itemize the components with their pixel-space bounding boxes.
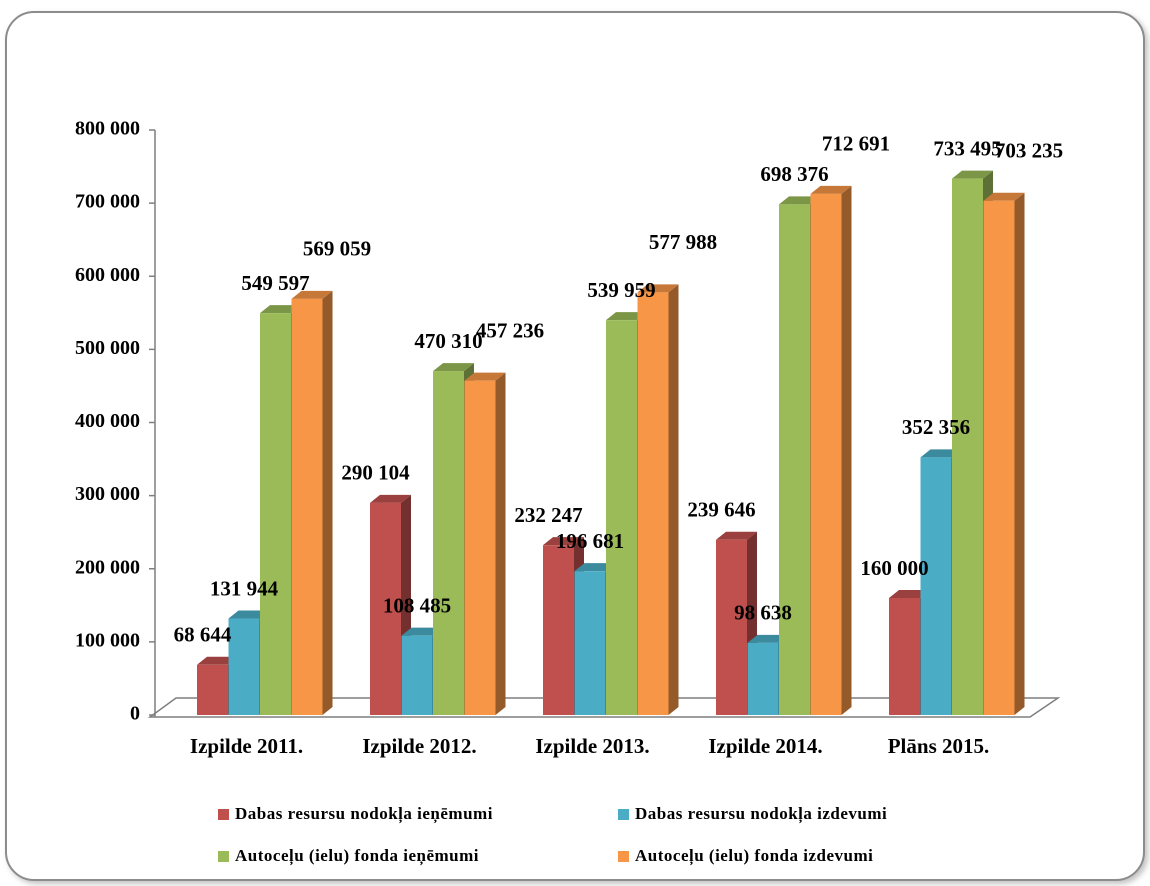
y-tick-label: 500 000	[75, 337, 140, 359]
bar-face	[810, 185, 852, 194]
data-label: 68 644	[174, 623, 232, 647]
y-tick-label: 700 000	[75, 191, 140, 213]
bar-face	[983, 192, 1025, 201]
data-label: 539 959	[587, 278, 655, 302]
bar-face	[889, 598, 920, 715]
bar-face	[401, 627, 443, 636]
bar-face	[952, 178, 983, 715]
bar	[464, 372, 506, 715]
bar-face	[291, 290, 333, 299]
bar-face	[228, 610, 270, 619]
bar-face	[1014, 192, 1025, 715]
y-tick-label: 0	[130, 703, 140, 725]
bar-face	[464, 380, 496, 715]
bar-face	[260, 305, 301, 314]
data-label: 577 988	[649, 230, 717, 254]
bar-face	[637, 284, 679, 293]
data-label: 733 495	[933, 136, 1001, 160]
bar-face	[637, 292, 669, 715]
legend-label: Autoceļu (ielu) fonda ieņēmumi	[235, 846, 479, 866]
y-tick-label: 100 000	[75, 629, 140, 651]
data-label: 549 597	[241, 271, 309, 295]
bar-face	[370, 494, 411, 503]
data-label: 232 247	[514, 503, 582, 527]
data-label: 698 376	[760, 162, 828, 186]
bar-face	[889, 590, 930, 598]
bar-face	[322, 290, 333, 715]
bar-face	[747, 642, 779, 715]
data-label: 703 235	[995, 139, 1063, 163]
bar-face	[606, 320, 637, 715]
bar-face	[716, 539, 747, 715]
data-label: 470 310	[414, 329, 482, 353]
bar-face	[370, 502, 401, 715]
x-tick-label: Izpilde 2012.	[362, 734, 476, 758]
bar-face	[291, 298, 323, 715]
bar-face	[401, 635, 433, 715]
y-tick-label: 600 000	[75, 264, 140, 286]
bar	[637, 284, 679, 715]
bar-face	[228, 618, 260, 715]
bar-face	[464, 372, 506, 381]
legend-swatch	[618, 809, 629, 820]
legend-swatch	[218, 809, 229, 820]
x-tick-label: Plāns 2015.	[888, 734, 990, 758]
data-label: 457 236	[476, 318, 544, 342]
x-tick-label: Izpilde 2013.	[535, 734, 649, 758]
y-tick-label: 300 000	[75, 483, 140, 505]
bar-face	[952, 170, 993, 179]
data-label: 352 356	[902, 415, 970, 439]
data-label: 712 691	[822, 132, 890, 156]
legend-label: Dabas resursu nodokļa ieņēmumi	[235, 804, 493, 824]
bar-face	[920, 457, 952, 715]
data-label: 98 638	[734, 601, 792, 625]
bar-face	[920, 449, 962, 458]
data-label: 131 944	[210, 576, 279, 600]
bar-face	[197, 656, 238, 665]
bar-face	[747, 634, 789, 643]
bar-face	[779, 204, 810, 715]
data-label: 290 104	[341, 461, 410, 485]
bar	[983, 192, 1025, 715]
bar-face	[668, 284, 679, 715]
bar-face	[716, 531, 757, 540]
bar	[716, 531, 757, 715]
y-tick-label: 200 000	[75, 556, 140, 578]
data-label: 196 681	[556, 529, 624, 553]
bar-face	[433, 371, 464, 715]
legend-swatch	[218, 851, 229, 862]
bar-face	[543, 537, 584, 546]
data-label: 160 000	[860, 556, 928, 580]
bar-face	[574, 563, 616, 572]
bar	[291, 290, 333, 715]
data-label: 239 646	[687, 498, 755, 522]
bar-face	[260, 313, 291, 715]
bar-face	[197, 664, 228, 715]
y-tick-label: 800 000	[75, 118, 140, 140]
bar-face	[841, 185, 852, 715]
legend-label: Dabas resursu nodokļa izdevumi	[635, 804, 887, 824]
bar-face	[779, 196, 820, 205]
bar-face	[433, 363, 474, 372]
bar-face	[606, 312, 647, 321]
y-tick-label: 400 000	[75, 410, 140, 432]
data-label: 569 059	[303, 237, 371, 261]
data-label: 108 485	[383, 593, 451, 617]
bar-face	[983, 200, 1015, 715]
bar-face	[495, 372, 506, 715]
legend-swatch	[618, 851, 629, 862]
x-tick-label: Izpilde 2014.	[708, 734, 822, 758]
legend-label: Autoceļu (ielu) fonda izdevumi	[635, 846, 873, 866]
bar-face	[810, 193, 842, 715]
x-tick-label: Izpilde 2011.	[190, 734, 303, 758]
bar-face	[574, 571, 606, 715]
bar-face	[543, 545, 574, 715]
bar	[810, 185, 852, 715]
